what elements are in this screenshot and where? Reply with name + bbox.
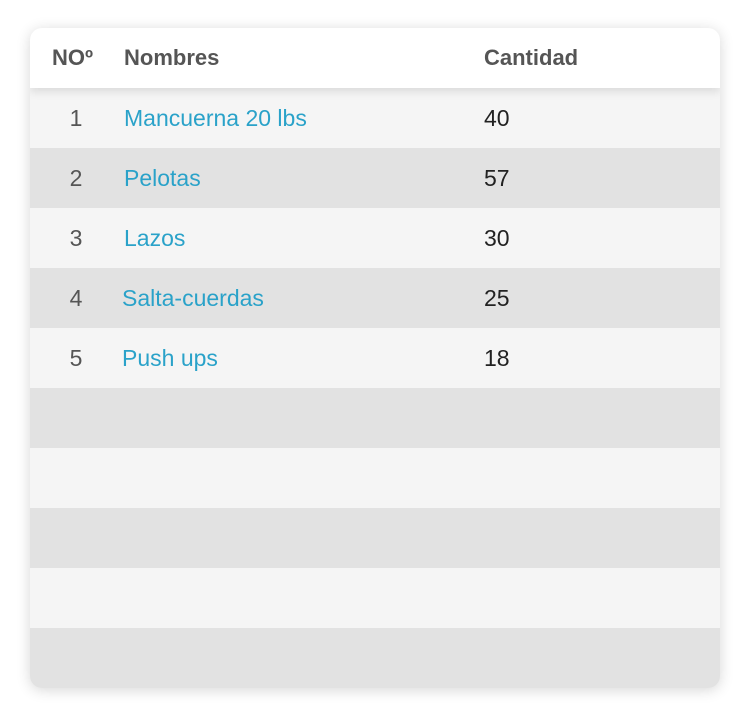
table-row-empty [30,448,720,508]
row-number: 1 [69,105,83,131]
column-header-quantity[interactable]: Cantidad [484,45,579,70]
item-name-link[interactable]: Push ups [122,345,218,371]
table-row[interactable]: 5 Push ups 18 [30,328,720,388]
row-number [30,388,122,448]
table-row-empty [30,388,720,448]
item-name-link[interactable]: Pelotas [124,165,201,191]
item-name-link[interactable]: Mancuerna 20 lbs [124,105,307,131]
item-quantity: 57 [484,165,510,191]
row-number: 3 [69,225,83,251]
item-quantity: 18 [484,345,510,371]
table-row[interactable]: 3 Lazos 30 [30,208,720,268]
column-header-number[interactable]: NOº [52,45,94,70]
item-name-link[interactable]: Salta-cuerdas [122,285,264,311]
row-number [30,508,122,568]
item-name-link[interactable]: Lazos [124,225,186,251]
item-quantity: 40 [484,105,510,131]
item-quantity: 25 [484,285,510,311]
table-row-empty [30,508,720,568]
row-number: 4 [69,285,83,311]
row-number [30,448,122,508]
row-number [30,628,122,688]
inventory-table: NOº Nombres Cantidad 1 Mancuerna 20 lbs … [30,28,720,688]
row-number: 5 [69,345,83,371]
table-row-empty [30,628,720,688]
row-number [30,568,122,628]
table-header: NOº Nombres Cantidad [30,28,720,88]
table-body: 1 Mancuerna 20 lbs 40 2 Pelotas 57 3 Laz… [30,88,720,688]
table-row[interactable]: 1 Mancuerna 20 lbs 40 [30,88,720,148]
row-number: 2 [69,165,83,191]
table-row[interactable]: 2 Pelotas 57 [30,148,720,208]
table-row[interactable]: 4 Salta-cuerdas 25 [30,268,720,328]
table-row-empty [30,568,720,628]
column-header-names[interactable]: Nombres [124,45,220,70]
item-quantity: 30 [484,225,510,251]
